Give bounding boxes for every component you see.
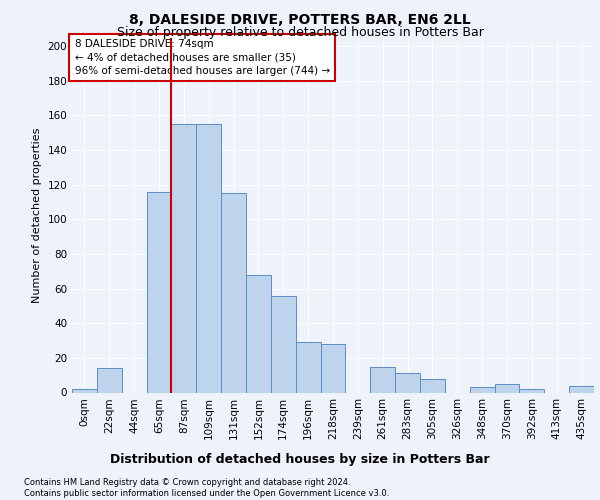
Bar (569, 386, 594, 392)
Bar (420, 378, 445, 392)
Bar (196, 124, 221, 392)
Bar (494, 384, 520, 392)
Text: Size of property relative to detached houses in Potters Bar: Size of property relative to detached ho… (116, 26, 484, 39)
Bar (370, 366, 395, 392)
Text: 8, DALESIDE DRIVE, POTTERS BAR, EN6 2LL: 8, DALESIDE DRIVE, POTTERS BAR, EN6 2LL (129, 12, 471, 26)
Bar (470, 388, 494, 392)
Bar (246, 274, 271, 392)
Bar (221, 194, 246, 392)
Text: Contains HM Land Registry data © Crown copyright and database right 2024.
Contai: Contains HM Land Registry data © Crown c… (24, 478, 389, 498)
Bar (320, 344, 346, 393)
Bar (146, 192, 172, 392)
Bar (97, 368, 122, 392)
Bar (296, 342, 320, 392)
Bar (72, 389, 97, 392)
Bar (395, 374, 420, 392)
Y-axis label: Number of detached properties: Number of detached properties (32, 128, 42, 302)
Bar (271, 296, 296, 392)
Bar (520, 389, 544, 392)
Text: Distribution of detached houses by size in Potters Bar: Distribution of detached houses by size … (110, 452, 490, 466)
Bar (172, 124, 196, 392)
Text: 8 DALESIDE DRIVE: 74sqm
← 4% of detached houses are smaller (35)
96% of semi-det: 8 DALESIDE DRIVE: 74sqm ← 4% of detached… (74, 40, 330, 76)
